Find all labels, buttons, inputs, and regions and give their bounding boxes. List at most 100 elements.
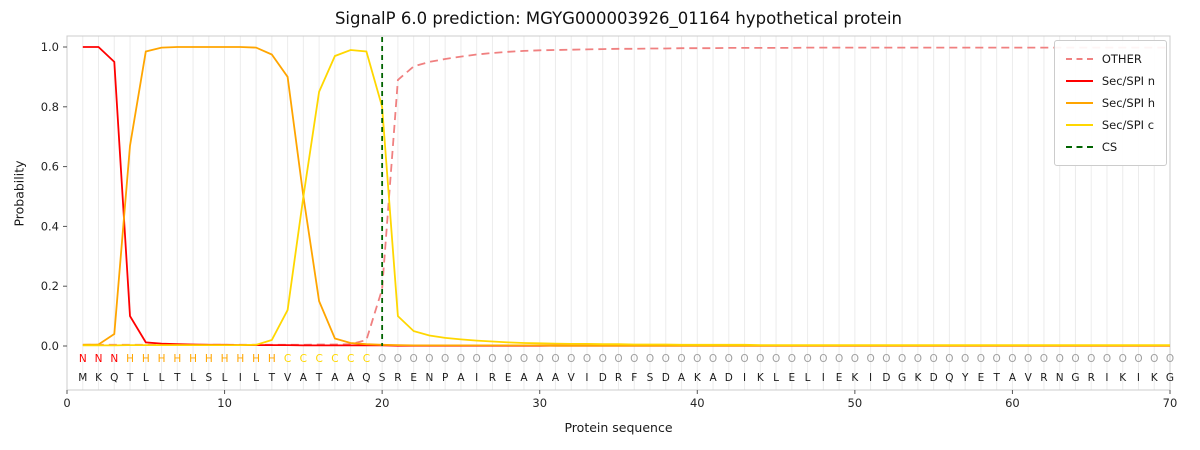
y-tick-label: 0.6 <box>41 160 59 174</box>
sequence-letter: A <box>709 372 717 384</box>
annotation-letter: O <box>583 353 591 365</box>
legend-line-n-icon <box>1065 80 1093 82</box>
annotation-letter: O <box>835 353 843 365</box>
series-h-line <box>82 46 1170 347</box>
annotation-letter: O <box>504 353 512 365</box>
annotation-letter: O <box>677 353 685 365</box>
sequence-letter: F <box>631 372 637 384</box>
x-tick-label: 30 <box>532 396 547 410</box>
sequence-letter: M <box>78 372 87 384</box>
legend-line-h-icon <box>1065 102 1093 104</box>
sequence-letter: A <box>300 372 308 384</box>
annotation-letter: O <box>819 353 827 365</box>
annotation-letter: H <box>205 353 213 365</box>
legend-label-n: Sec/SPI n <box>1101 74 1155 88</box>
legend-label-other: OTHER <box>1101 52 1142 66</box>
sequence-letter: K <box>914 372 922 384</box>
sequence-letter: K <box>851 372 859 384</box>
plot-frame <box>66 35 1171 391</box>
sequence-letter: T <box>992 372 1000 384</box>
annotation-letter: O <box>866 353 874 365</box>
sequence-letter: R <box>394 372 401 384</box>
legend-item-other: OTHER <box>1065 48 1155 70</box>
annotation-letter: O <box>945 353 953 365</box>
sequence-letter: V <box>284 372 292 384</box>
annotation-letter: O <box>914 353 922 365</box>
annotation-letter: O <box>1056 353 1064 365</box>
annotation-letter: C <box>363 353 370 365</box>
sequence-letter: Y <box>961 372 969 384</box>
annotation-letter: O <box>693 353 701 365</box>
annotation-letter: O <box>488 353 496 365</box>
sequence-letter: P <box>442 372 448 384</box>
x-tick-label: 40 <box>690 396 705 410</box>
annotation-letter: O <box>394 353 402 365</box>
annotation-letter: O <box>1024 353 1032 365</box>
legend-item-sec-spi-c: Sec/SPI c <box>1065 114 1155 136</box>
sequence-letter: L <box>253 372 259 384</box>
annotation-letter: O <box>851 353 859 365</box>
annotation-letter: H <box>268 353 276 365</box>
sequence-letter: I <box>585 372 588 384</box>
legend-line-cs-icon <box>1065 146 1093 148</box>
sequence-letter: I <box>822 372 825 384</box>
y-tick-label: 0.0 <box>41 339 59 353</box>
sequence-letter: K <box>1119 372 1127 384</box>
y-tick-label: 0.2 <box>41 279 59 293</box>
sequence-letter: D <box>725 372 733 384</box>
x-axis-label: Protein sequence <box>564 420 673 435</box>
sequence-letter: T <box>126 372 134 384</box>
series-other-line <box>82 46 1170 346</box>
annotation-letter: O <box>993 353 1001 365</box>
annotation-letter: O <box>930 353 938 365</box>
sequence-letter: E <box>505 372 512 384</box>
sequence-letter: L <box>222 372 228 384</box>
sequence-letter: A <box>552 372 560 384</box>
annotation-letter: O <box>1150 353 1158 365</box>
sequence-letter: K <box>95 372 103 384</box>
sequence-letter: L <box>159 372 165 384</box>
sequence-letter: G <box>898 372 906 384</box>
x-tick-label: 60 <box>1005 396 1020 410</box>
sequence-letter: Q <box>110 372 118 384</box>
annotation-letter: N <box>110 353 118 365</box>
annotation-letter: C <box>284 353 291 365</box>
annotation-letter: O <box>646 353 654 365</box>
annotation-letter: O <box>1071 353 1079 365</box>
annotation-letter: O <box>425 353 433 365</box>
annotation-letter: O <box>1119 353 1127 365</box>
x-tick-label: 50 <box>848 396 863 410</box>
annotation-letter: O <box>457 353 465 365</box>
y-tick-label: 1.0 <box>41 40 59 54</box>
legend: OTHER Sec/SPI n Sec/SPI h Sec/SPI c CS <box>1053 40 1167 166</box>
annotation-letter: C <box>315 353 322 365</box>
annotation-letter: O <box>441 353 449 365</box>
sequence-letter: G <box>1166 372 1174 384</box>
annotation-letter: O <box>1087 353 1095 365</box>
annotation-letter: N <box>79 353 87 365</box>
x-tick-label: 10 <box>217 396 232 410</box>
sequence-letter: Q <box>362 372 370 384</box>
annotation-letter: C <box>347 353 354 365</box>
sequence-letter: D <box>882 372 890 384</box>
annotation-letter: H <box>236 353 244 365</box>
sequence-letter: A <box>678 372 686 384</box>
sequence-letter: K <box>757 372 765 384</box>
sequence-letter: K <box>694 372 702 384</box>
sequence-letter: D <box>662 372 670 384</box>
sequence-letter: E <box>978 372 985 384</box>
legend-item-cs: CS <box>1065 136 1155 158</box>
legend-item-sec-spi-n: Sec/SPI n <box>1065 70 1155 92</box>
y-tick-label: 0.8 <box>41 100 59 114</box>
annotation-letter: O <box>599 353 607 365</box>
x-tick-label: 20 <box>375 396 390 410</box>
sequence-letter: V <box>568 372 576 384</box>
sequence-letter: A <box>347 372 355 384</box>
series-n-line <box>82 46 1170 347</box>
sequence-letter: E <box>410 372 417 384</box>
sequence-letter: N <box>425 372 433 384</box>
sequence-letter: Q <box>945 372 953 384</box>
annotation-letter: O <box>378 353 386 365</box>
annotation-letter: O <box>536 353 544 365</box>
